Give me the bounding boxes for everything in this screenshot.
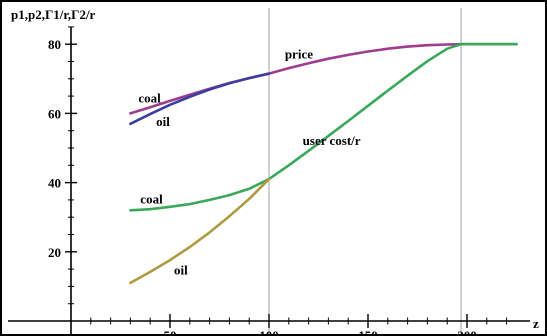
annotation-price: price xyxy=(285,47,313,62)
reference-lines xyxy=(268,8,462,334)
x-tick-label-1: 100 xyxy=(259,328,279,336)
annotation-coal-bottom: coal xyxy=(140,191,163,206)
series-price-oil xyxy=(129,72,271,126)
series-price-coal xyxy=(129,42,518,115)
y-tick-label-1: 40 xyxy=(48,176,61,191)
x-tick-label-3: 200 xyxy=(457,328,477,336)
y-tick-label-2: 60 xyxy=(48,106,61,121)
y-axis-label: p1,p2,Γ1/r,Γ2/r xyxy=(11,7,96,22)
series-usercost-coal xyxy=(129,42,518,212)
annotation-oil-bottom: oil xyxy=(174,262,188,277)
annotation-coal-top: coal xyxy=(138,90,161,105)
y-tick-label-0: 20 xyxy=(48,245,61,260)
ticks: 50 100 150 200 20 40 60 80 xyxy=(48,26,508,336)
x-tick-label-2: 150 xyxy=(358,328,378,336)
annotations: price coal oil user cost/r coal oil xyxy=(138,47,360,278)
annotation-oil-top: oil xyxy=(156,114,170,129)
annotation-user-cost: user cost/r xyxy=(303,133,361,148)
x-axis-label: z xyxy=(533,316,539,331)
y-tick-label-3: 80 xyxy=(48,37,61,52)
series-group xyxy=(129,42,518,285)
series-usercost-oil xyxy=(129,177,271,285)
x-tick-label-0: 50 xyxy=(164,328,177,336)
